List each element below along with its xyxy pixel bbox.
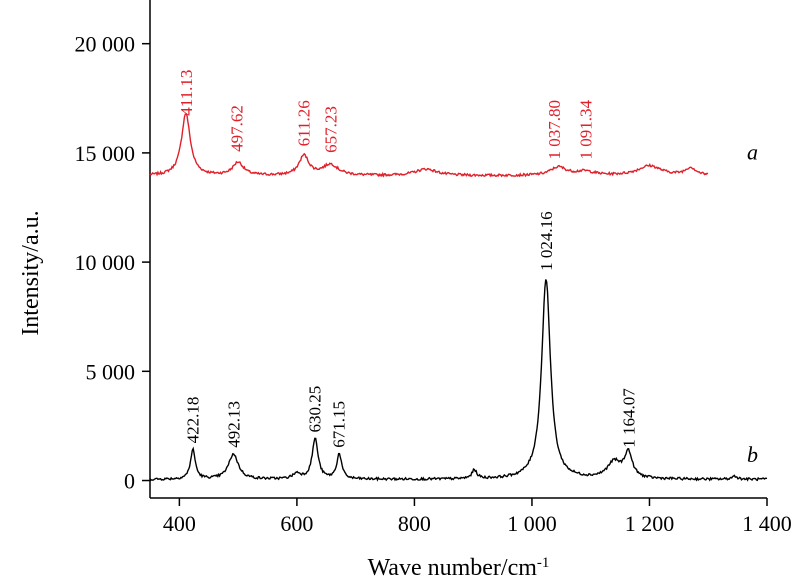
y-tick-label: 0	[124, 469, 135, 494]
peak-label: 611.26	[295, 100, 314, 146]
series-a-line	[149, 113, 709, 178]
peak-label: 497.62	[228, 105, 247, 152]
peak-label: 492.13	[225, 401, 244, 448]
peak-label: 1 024.16	[537, 211, 556, 271]
x-tick-label: 1 200	[625, 511, 675, 536]
chart-series-lines	[149, 113, 768, 482]
peak-label: 411.13	[177, 70, 196, 116]
series-a-tag: a	[747, 139, 758, 164]
x-tick-label: 1 000	[507, 511, 557, 536]
series-b-tag: b	[747, 442, 758, 467]
x-axis-title-superscript: -1	[537, 555, 550, 571]
peak-label: 1 037.80	[545, 100, 564, 160]
chart-axes	[149, 0, 767, 499]
peak-label: 657.23	[322, 106, 341, 153]
x-tick-label: 400	[163, 511, 196, 536]
chart-peak-labels: 411.13 497.62 611.26 657.23 1 037.80 1 091.34…	[177, 70, 758, 467]
chart-ticks: 400 600 800 1 000 1 200 1 400 0 5 000 10 000 15 0…	[75, 32, 792, 536]
x-tick-label: 800	[398, 511, 431, 536]
peak-label: 1 164.07	[619, 388, 638, 448]
x-axis-title: Wave number/cm-1	[368, 555, 550, 581]
peak-label: 422.18	[183, 397, 202, 444]
y-tick-label: 15 000	[75, 141, 136, 166]
peak-label: 1 091.34	[577, 99, 596, 159]
y-tick-label: 10 000	[75, 250, 136, 275]
x-tick-label: 600	[280, 511, 313, 536]
x-axis-title-main: Wave number/cm	[368, 555, 538, 581]
y-tick-label: 20 000	[75, 32, 136, 57]
peak-label: 630.25	[306, 386, 325, 433]
series-b-line	[149, 279, 768, 482]
peak-label: 671.15	[330, 401, 349, 448]
y-axis-title: Intensity/a.u.	[18, 210, 44, 335]
x-tick-label: 1 400	[742, 511, 792, 536]
y-tick-label: 5 000	[86, 359, 136, 384]
